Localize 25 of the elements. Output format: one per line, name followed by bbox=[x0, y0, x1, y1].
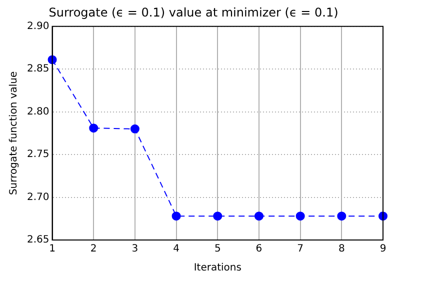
y-tick-label: 2.80 bbox=[27, 106, 50, 118]
y-tick-label: 2.85 bbox=[27, 64, 50, 75]
chart-title: Surrogate (ϵ = 0.1) value at minimizer (ϵ = 0.1) bbox=[48, 5, 338, 20]
y-tick-label: 2.65 bbox=[27, 234, 50, 246]
y-tick-label: 2.70 bbox=[27, 192, 50, 203]
x-tick-label: 3 bbox=[132, 244, 138, 255]
point bbox=[296, 212, 305, 221]
x-tick-label: 2 bbox=[90, 244, 97, 255]
x-tick-label: 7 bbox=[297, 244, 304, 255]
y-axis-title: Surrogate function value bbox=[8, 71, 20, 196]
x-tick-label: 6 bbox=[256, 244, 262, 255]
x-tick-label: 1 bbox=[49, 244, 56, 255]
x-axis-title: Iterations bbox=[194, 262, 242, 274]
point bbox=[172, 212, 181, 221]
x-tick-label: 5 bbox=[214, 244, 221, 255]
x-tick-label: 4 bbox=[173, 244, 180, 255]
point bbox=[337, 212, 346, 221]
y-tick-label: 2.90 bbox=[27, 20, 50, 32]
point bbox=[213, 212, 222, 221]
point bbox=[89, 124, 98, 133]
point bbox=[130, 124, 140, 134]
x-tick-label: 9 bbox=[380, 244, 386, 255]
x-tick-label: 8 bbox=[338, 244, 345, 255]
point bbox=[254, 212, 264, 221]
y-tick-label: 2.75 bbox=[27, 149, 50, 160]
